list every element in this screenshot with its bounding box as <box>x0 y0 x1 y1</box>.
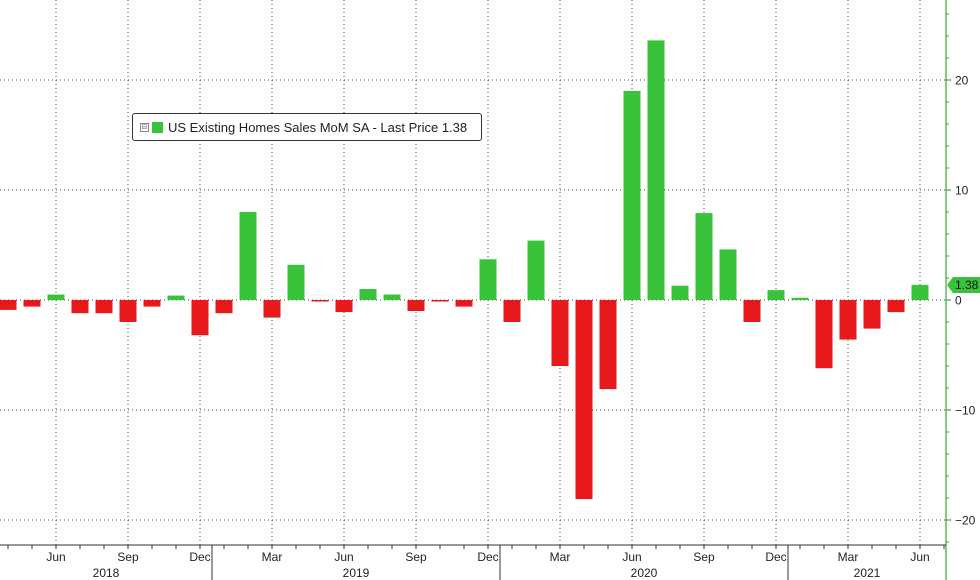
y-tick-label: 10 <box>955 184 969 198</box>
bars <box>0 40 929 500</box>
x-year-label: 2019 <box>343 566 370 580</box>
bar-2018-05 <box>23 300 41 307</box>
x-year-label: 2020 <box>631 566 658 580</box>
bar-2021-04 <box>863 300 881 329</box>
bar-2019-08 <box>383 294 401 300</box>
y-tick-label: −20 <box>955 514 976 528</box>
x-tick-label: Sep <box>405 550 427 564</box>
x-tick-label: Jun <box>622 550 641 564</box>
bar-2018-08 <box>95 300 113 314</box>
bar-2018-04 <box>0 300 17 310</box>
bar-2019-11 <box>455 300 473 307</box>
bar-2019-02 <box>239 212 257 300</box>
bar-2019-04 <box>287 264 305 300</box>
x-tick-label: Mar <box>838 550 859 564</box>
y-tick-label: −10 <box>955 404 976 418</box>
last-value-label: 1.38 <box>953 277 980 294</box>
bar-2020-02 <box>527 240 545 300</box>
bar-2019-09 <box>407 300 425 311</box>
bar-2019-01 <box>215 300 233 314</box>
bar-2020-12 <box>767 290 785 300</box>
legend-label: US Existing Homes Sales MoM SA - Last Pr… <box>168 119 468 135</box>
bar-2021-06 <box>911 284 929 300</box>
bar-2019-05 <box>311 300 329 302</box>
bar-2020-04 <box>575 300 593 500</box>
x-tick-label: Jun <box>334 550 353 564</box>
bar-2020-06 <box>623 91 641 300</box>
gridlines <box>0 0 945 545</box>
x-tick-label: Dec <box>189 550 210 564</box>
last-value-badge: 1.38 <box>947 277 980 294</box>
bar-2020-11 <box>743 300 761 322</box>
bar-2021-05 <box>887 300 905 313</box>
legend-swatch <box>152 121 163 133</box>
x-tick-label: Mar <box>550 550 571 564</box>
x-tick-label: Jun <box>910 550 929 564</box>
bar-2019-07 <box>359 289 377 300</box>
bar-2020-10 <box>719 249 737 300</box>
y-tick-label: 20 <box>955 74 969 88</box>
y-axis: −20 −10 0 10 20 <box>945 0 976 580</box>
x-year-label: 2021 <box>854 566 881 580</box>
bar-2021-01 <box>791 297 809 300</box>
bar-2020-05 <box>599 300 617 390</box>
bar-2018-12 <box>191 300 209 336</box>
y-tick-label: 0 <box>955 294 962 308</box>
x-tick-label: Dec <box>765 550 786 564</box>
bar-2018-10 <box>143 300 161 307</box>
legend[interactable]: ⊟ US Existing Homes Sales MoM SA - Last … <box>132 113 482 141</box>
legend-toggle-icon[interactable]: ⊟ <box>140 122 149 132</box>
bar-2018-07 <box>71 300 89 314</box>
bar-2020-01 <box>503 300 521 322</box>
bar-2020-03 <box>551 300 569 366</box>
x-tick-label: Dec <box>477 550 498 564</box>
bar-2019-12 <box>479 259 497 300</box>
x-tick-label: Sep <box>117 550 139 564</box>
x-year-label: 2018 <box>93 566 120 580</box>
x-tick-label: Sep <box>693 550 715 564</box>
bar-2021-03 <box>839 300 857 340</box>
x-tick-label: Jun <box>46 550 65 564</box>
bar-2019-06 <box>335 300 353 313</box>
bar-2020-08 <box>671 285 689 300</box>
bar-2019-10 <box>431 300 449 302</box>
bar-2021-02 <box>815 300 833 369</box>
x-axis: Jun Sep Dec Mar Jun Sep Dec Mar Jun Sep Dec Mar Jun 2… <box>0 544 946 580</box>
bar-2019-03 <box>263 300 281 318</box>
bar-2020-09 <box>695 213 713 300</box>
last-value-arrow-icon <box>947 277 953 294</box>
bar-2018-06 <box>47 294 65 300</box>
bar-2018-09 <box>119 300 137 322</box>
x-tick-label: Mar <box>262 550 283 564</box>
bar-2020-07 <box>647 40 665 301</box>
bar-2018-11 <box>167 295 185 300</box>
